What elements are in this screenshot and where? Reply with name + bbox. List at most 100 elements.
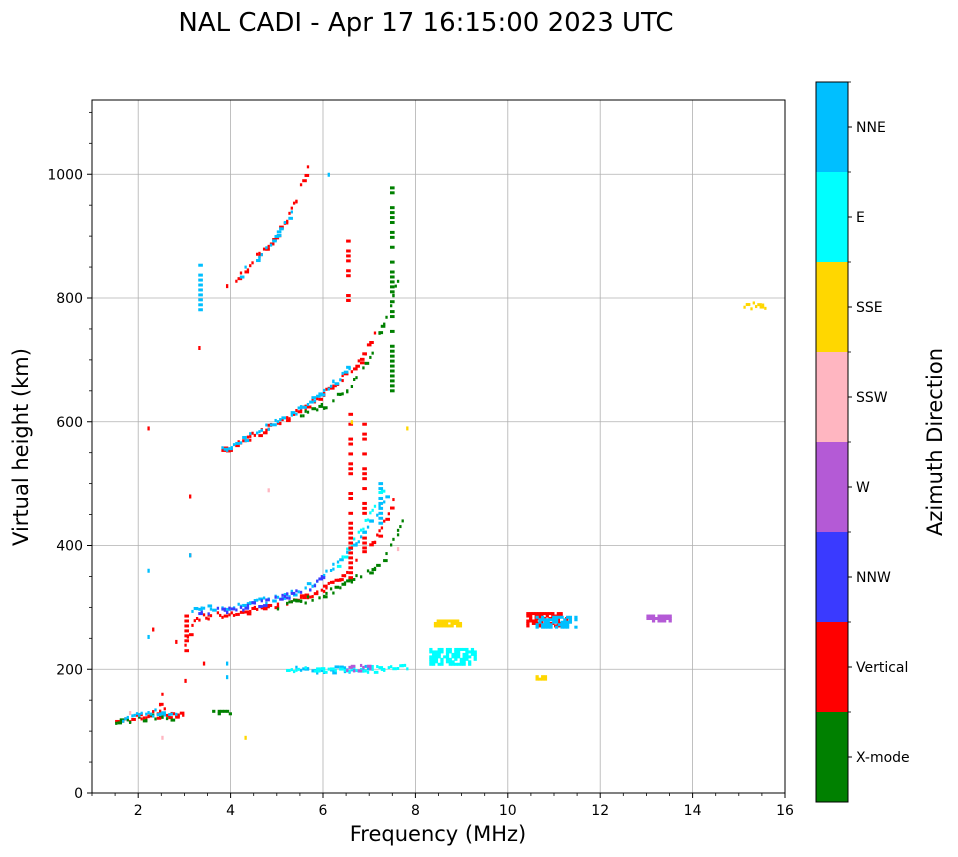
- echo-pixel: [378, 501, 384, 505]
- colorbar-label-nnw: NNW: [856, 570, 891, 586]
- echo-pixel: [212, 608, 217, 612]
- echo-pixel: [152, 710, 155, 714]
- echo-pixel: [389, 543, 393, 547]
- echo-pixel: [437, 647, 441, 651]
- echo-pixel: [272, 599, 277, 603]
- echo-pixel: [221, 615, 224, 619]
- echo-pixel: [401, 664, 404, 668]
- echo-pixel: [362, 665, 365, 669]
- echo-pixel: [432, 660, 436, 664]
- echo-pixel: [290, 413, 293, 417]
- echo-pixel: [362, 511, 367, 515]
- echo-pixel: [663, 614, 667, 618]
- trace-e-blob-8-8: [429, 647, 477, 666]
- echo-pixel: [456, 619, 460, 623]
- echo-pixel: [249, 438, 252, 442]
- echo-pixel: [456, 621, 460, 625]
- echo-pixel: [432, 652, 436, 656]
- echo-pixel: [348, 521, 354, 525]
- echo-pixel: [442, 621, 446, 625]
- echo-pixel: [140, 711, 143, 715]
- echo-pixel: [297, 410, 303, 414]
- echo-pixel: [225, 448, 229, 452]
- echo-pixel: [249, 264, 252, 268]
- echo-pixel: [389, 369, 395, 373]
- echo-pixel: [568, 618, 573, 622]
- echo-pixel: [230, 607, 236, 611]
- echo-pixel: [348, 546, 354, 550]
- echo-pixel: [325, 387, 328, 391]
- echo-pixel: [279, 422, 282, 426]
- echo-pixel: [552, 620, 556, 624]
- echo-pixel: [462, 660, 466, 664]
- echo-pixel: [320, 575, 323, 579]
- echo-pixel: [304, 666, 307, 670]
- echo-pixel: [267, 244, 270, 248]
- trace-200km-line-e: [286, 663, 409, 674]
- echo-pixel: [445, 655, 450, 659]
- echo-pixel: [195, 616, 199, 620]
- echo-pixel: [436, 624, 440, 628]
- echo-pixel: [657, 619, 661, 623]
- echo-pixel: [456, 652, 461, 656]
- echo-pixel: [274, 418, 277, 422]
- colorbar-segment: [816, 442, 848, 532]
- echo-pixel: [163, 713, 166, 717]
- echo-pixel: [454, 652, 458, 656]
- echo-pixel: [353, 578, 356, 582]
- trace-f-1-hop-e: [336, 489, 386, 568]
- echo-pixel: [353, 537, 356, 541]
- echo-pixel: [279, 597, 284, 601]
- echo-pixel: [651, 614, 656, 618]
- y-axis: 0 200 400 600 800 1000: [47, 111, 92, 802]
- echo-pixel: [288, 595, 291, 599]
- echo-pixel: [549, 623, 553, 627]
- echo-pixel: [392, 498, 395, 502]
- echo-pixel: [439, 624, 443, 628]
- echo-pixel: [244, 270, 250, 274]
- echo-pixel: [348, 467, 354, 471]
- echo-pixel: [177, 713, 180, 717]
- echo-pixel: [239, 605, 243, 609]
- echo-pixel: [451, 652, 455, 656]
- echo-pixel: [131, 717, 136, 721]
- echo-pixel: [537, 624, 541, 628]
- echo-pixel: [200, 610, 203, 614]
- echo-pixel: [207, 604, 213, 608]
- echo-pixel: [152, 627, 155, 632]
- echo-pixel: [406, 426, 409, 431]
- echo-pixel: [334, 669, 337, 673]
- echo-pixel: [256, 431, 259, 435]
- echo-pixel: [346, 294, 351, 298]
- echo-pixel: [311, 584, 314, 588]
- echo-pixel: [389, 260, 395, 264]
- echo-pixel: [451, 655, 455, 659]
- echo-pixel: [348, 412, 354, 416]
- trace-f-1-hop-x: [276, 519, 404, 611]
- echo-pixel: [369, 543, 374, 547]
- echo-pixel: [117, 721, 123, 725]
- echo-pixel: [566, 615, 570, 619]
- echo-pixel: [339, 558, 344, 562]
- echo-pixel: [389, 245, 395, 249]
- echo-pixel: [128, 711, 132, 716]
- echo-pixel: [403, 663, 407, 667]
- echo-pixel: [355, 364, 360, 368]
- colorbar-label-nne: NNE: [856, 120, 886, 136]
- echo-pixel: [380, 489, 386, 493]
- y-tick-label: 600: [56, 415, 83, 431]
- echo-pixel: [543, 623, 548, 627]
- echo-pixel: [126, 715, 129, 719]
- echo-pixel: [316, 579, 319, 583]
- echo-pixel: [258, 597, 263, 601]
- echo-pixel: [371, 667, 374, 671]
- echo-pixel: [133, 713, 136, 717]
- echo-pixel: [276, 230, 282, 234]
- echo-pixel: [445, 652, 450, 656]
- echo-pixel: [429, 647, 433, 651]
- echo-pixel: [295, 589, 298, 593]
- echo-pixel: [239, 610, 245, 614]
- echo-pixel: [362, 422, 367, 426]
- echo-pixel: [237, 440, 240, 444]
- echo-pixel: [306, 165, 310, 169]
